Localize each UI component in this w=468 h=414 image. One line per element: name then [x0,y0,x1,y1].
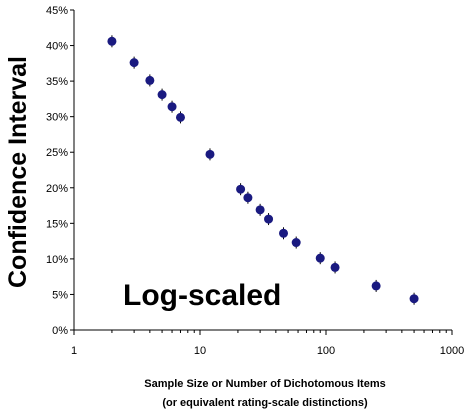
y-tick-label: 40% [46,41,68,53]
axes [73,10,452,331]
data-point [175,112,185,122]
y-axis-label: Confidence Interval [4,56,32,288]
data-point [157,90,167,100]
x-ticks: 1 10 100 1000 [71,330,464,357]
x-tick-label: 10 [194,345,206,357]
x-tick-label: 1 [71,345,77,357]
data-point [255,205,265,215]
data-point [409,294,419,304]
data-point [291,238,301,248]
data-point [167,102,177,112]
data-point [264,214,274,224]
data-point [243,193,253,203]
x-tick-label: 100 [317,345,335,357]
y-tick-label: 0% [52,325,68,337]
data-point [371,281,381,291]
data-point [129,58,139,68]
data-point [107,36,117,46]
log-scaled-annotation: Log-scaled [123,279,281,312]
y-tick-label: 35% [46,76,68,88]
data-point [279,228,289,238]
y-tick-label: 20% [46,183,68,195]
data-points [107,35,419,305]
data-point [205,149,215,159]
y-tick-label: 5% [52,289,68,301]
y-tick-label: 45% [46,5,68,17]
y-tick-label: 25% [46,147,68,159]
y-tick-label: 15% [46,218,68,230]
y-tick-label: 10% [46,254,68,266]
data-point [330,262,340,272]
data-point [315,253,325,263]
data-point [145,75,155,85]
x-axis-label-line-1: Sample Size or Number of Dichotomous Ite… [144,378,385,390]
x-tick-label: 1000 [440,345,464,357]
y-ticks: 0% 5% 10% 15% 20% 25% 30% 35% 40% 45% [46,5,74,337]
y-tick-label: 30% [46,112,68,124]
data-point [236,184,246,194]
x-axis-label-line-2: (or equivalent rating-scale distinctions… [162,397,368,409]
